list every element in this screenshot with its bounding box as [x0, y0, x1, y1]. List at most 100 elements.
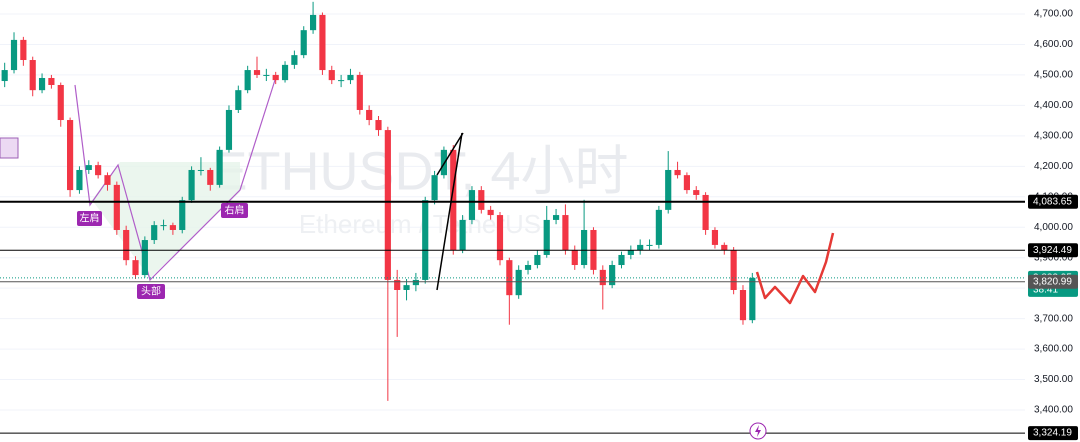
price-axis: 3,400.003,500.003,600.003,700.003,800.00… — [1028, 9, 1078, 441]
head-shoulders-line — [74, 79, 276, 282]
candle-body — [160, 225, 167, 227]
candle-body — [281, 64, 289, 81]
plot — [0, 1, 1025, 434]
trend-line — [436, 132, 463, 291]
candle-body — [739, 289, 747, 321]
countdown-label: 38:41 — [1033, 284, 1058, 295]
candle-body — [655, 209, 662, 245]
candle-body — [207, 169, 214, 185]
candle-body — [665, 169, 672, 210]
candle-body — [702, 194, 709, 230]
price-label-box — [1028, 274, 1078, 289]
price-label-box — [1028, 194, 1078, 209]
candle-body — [38, 77, 46, 91]
candle-body — [309, 14, 317, 31]
candle-body — [179, 200, 186, 230]
candle-body — [749, 277, 756, 321]
candle-body — [132, 260, 139, 276]
tool-box — [0, 137, 19, 159]
annotation: 头部 — [141, 285, 161, 298]
candle-body — [609, 265, 616, 286]
candle-body — [459, 219, 466, 251]
candle-body — [113, 184, 120, 230]
price-label-box — [1028, 426, 1078, 441]
candle-body — [627, 250, 634, 255]
candle-body — [225, 109, 233, 150]
y-tick-label: 4,600.00 — [1034, 39, 1073, 50]
price-label: 3,924.49 — [1033, 245, 1072, 256]
candle-body — [571, 250, 578, 266]
candle-body — [366, 109, 373, 121]
annotation: 左肩 — [80, 212, 100, 225]
candle-body — [637, 244, 644, 251]
candle-body — [319, 14, 326, 71]
price-label: 4,083.65 — [1033, 196, 1072, 207]
candle-body — [151, 225, 158, 241]
candle-body — [711, 229, 719, 245]
candle-body — [674, 169, 681, 176]
candle-body — [646, 244, 653, 246]
candle-body — [141, 240, 148, 276]
annotation: 右肩 — [225, 204, 245, 217]
candle-body — [422, 200, 429, 280]
watermark-subtitle: Ethereum / TetherUS — [299, 209, 541, 239]
candle-body — [487, 209, 494, 216]
candle-body — [599, 269, 606, 286]
candle-body — [618, 254, 625, 266]
candle-body — [524, 265, 532, 270]
candle-body — [291, 55, 298, 65]
y-tick-label: 4,000.00 — [1034, 222, 1073, 233]
candle-body — [412, 279, 419, 286]
y-tick-label: 4,300.00 — [1034, 131, 1073, 142]
candle-body — [683, 175, 690, 191]
candle-body — [188, 169, 195, 201]
event-icon-bolt — [755, 425, 761, 437]
candle-body — [375, 120, 382, 131]
candle-body — [403, 285, 410, 290]
trend-line — [436, 132, 464, 176]
candle-body — [10, 39, 18, 71]
candle-body — [515, 269, 522, 296]
candle-body — [328, 70, 335, 81]
candle-body — [272, 74, 279, 81]
candle-body — [552, 215, 560, 220]
candle-body — [534, 254, 541, 266]
y-tick-label: 3,700.00 — [1034, 313, 1073, 324]
candle-body — [67, 120, 74, 191]
candle-body — [1, 70, 8, 82]
candle-body — [197, 169, 205, 171]
candle-body — [57, 84, 64, 121]
candle-body — [48, 77, 55, 85]
candle-body — [478, 190, 485, 210]
y-tick-label: 4,700.00 — [1034, 9, 1073, 20]
candle-body — [581, 229, 588, 266]
candle-body — [384, 130, 391, 280]
price-label-box — [1028, 243, 1078, 258]
y-tick-label: 3,400.00 — [1034, 405, 1073, 416]
candle-body — [450, 149, 457, 251]
watermark: ETHUSDT, 4小时 — [211, 141, 628, 201]
candle-body — [216, 149, 223, 185]
candle-body — [394, 279, 401, 290]
y-tick-label: 4,400.00 — [1034, 100, 1073, 111]
forecast-line — [755, 232, 835, 305]
candle-body — [506, 260, 513, 296]
candle-body — [263, 74, 270, 76]
y-tick-label: 3,900.00 — [1034, 252, 1073, 263]
candle-body — [347, 74, 354, 81]
candle-body — [730, 250, 737, 290]
annotation-box — [137, 284, 165, 299]
candle-body — [95, 165, 102, 176]
candle-body — [253, 70, 261, 75]
candle-body — [76, 169, 83, 191]
y-tick-label: 3,500.00 — [1034, 374, 1073, 385]
candle-body — [300, 30, 307, 56]
candle-body — [123, 229, 130, 261]
candle-body — [29, 60, 36, 91]
price-label: 3,820.99 — [1033, 276, 1072, 287]
candle-body — [85, 165, 92, 170]
y-tick-label: 3,600.00 — [1034, 344, 1073, 355]
candle-body — [431, 175, 438, 201]
candle-body — [104, 175, 111, 185]
candle-body — [562, 215, 569, 251]
